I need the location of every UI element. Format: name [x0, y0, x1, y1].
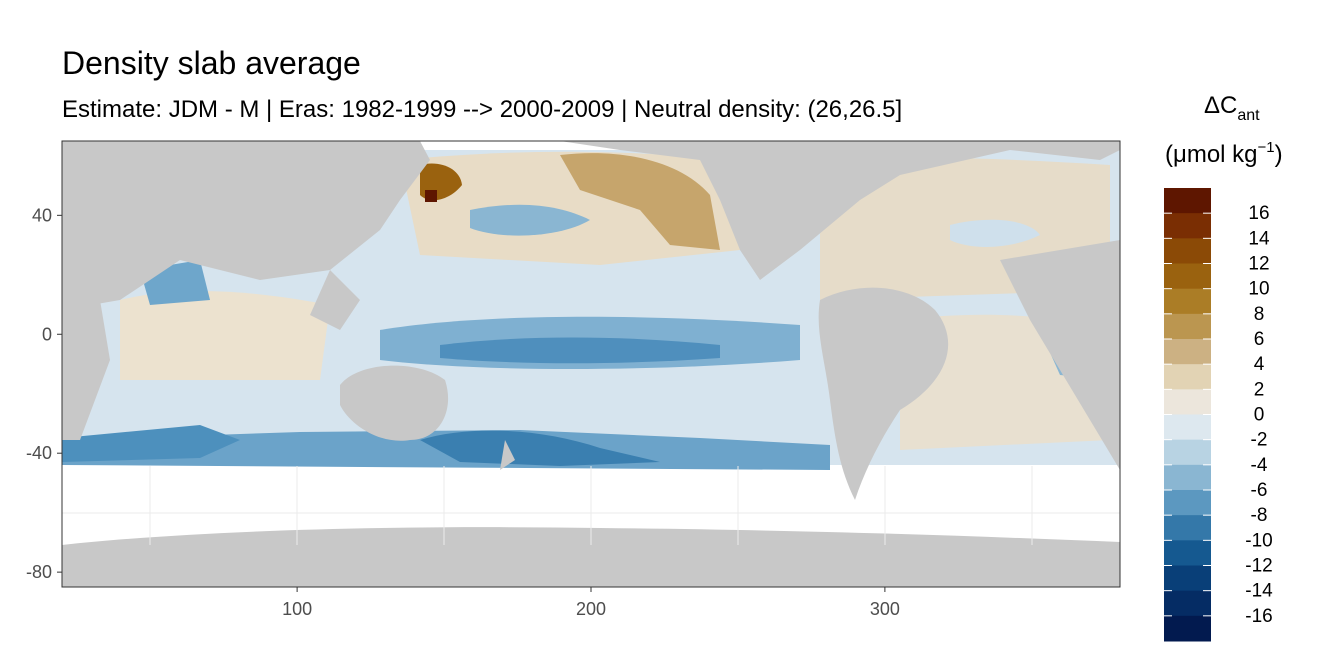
land-south-america [818, 287, 949, 500]
colorbar-swatch [1164, 313, 1211, 340]
southern-ocean-core [420, 430, 660, 466]
colorbar-swatch [1164, 389, 1211, 415]
colorbar-swatch [1164, 339, 1211, 365]
colorbar-swatch [1164, 213, 1211, 239]
colorbar-label: -14 [1245, 581, 1273, 602]
colorbar-swatch [1164, 288, 1211, 315]
land-southeast-asia [310, 270, 360, 330]
colorbar-label: -8 [1251, 505, 1268, 526]
colorbar-label: 6 [1254, 329, 1265, 350]
colorbar-label: 0 [1254, 405, 1265, 426]
land [62, 141, 1120, 587]
map-panel [61, 140, 1121, 588]
legend-unit-pre: (μmol kg [1165, 141, 1258, 168]
equatorial-pacific-core [440, 337, 720, 364]
colorbar-swatch [1164, 490, 1211, 516]
colorbar-label: -2 [1251, 430, 1268, 451]
colorbar-swatch [1164, 540, 1211, 566]
y-tick-label: -80 [26, 562, 52, 582]
colorbar-label: 16 [1248, 203, 1269, 224]
plot-title: Density slab average [62, 45, 361, 81]
colorbar-swatch [1164, 464, 1211, 491]
colorbar-swatch [1164, 615, 1211, 642]
colorbar-legend: 16 14 12 10 8 6 4 2 0 -2 -4 -6 -8 -10 -12 -14 -16 ΔCant (μ… [1164, 92, 1283, 642]
colorbar-label: -12 [1245, 556, 1272, 577]
land-africa-west [1000, 240, 1120, 470]
colorbar-label: 2 [1254, 379, 1265, 400]
colorbar-label: 14 [1248, 228, 1270, 249]
x-tick-label: 300 [870, 599, 900, 619]
southern-indian-band [62, 425, 240, 462]
colorbar-label: 8 [1254, 304, 1265, 325]
kuroshio-max [425, 190, 437, 202]
colorbar-label: -6 [1251, 480, 1268, 501]
y-tick-label: 40 [32, 205, 52, 225]
land-australia [340, 365, 449, 441]
colorbar-swatch [1164, 565, 1211, 592]
colorbar-label: 10 [1248, 279, 1269, 300]
colorbar-label: -16 [1245, 606, 1272, 627]
y-tick-label: -40 [26, 443, 52, 463]
colorbar-swatch [1164, 439, 1211, 466]
land-north-america [560, 141, 1120, 280]
x-tick-label: 100 [282, 599, 312, 619]
colorbar-swatch [1164, 364, 1211, 390]
land-eurasia [62, 141, 430, 310]
legend-title-sub: ant [1237, 107, 1260, 124]
colorbar-swatch [1164, 263, 1211, 290]
colorbar-swatch [1164, 188, 1211, 214]
land-antarctica [62, 527, 1120, 587]
y-tick-label: 0 [42, 324, 52, 344]
legend-title-line2: (μmol kg−1) [1165, 139, 1283, 168]
gridlines [62, 466, 1120, 545]
land-africa-east [62, 300, 110, 440]
colorbar-label: 12 [1248, 254, 1269, 275]
colorbar-swatch [1164, 414, 1211, 441]
colorbar-label: 4 [1254, 354, 1265, 375]
north-atlantic-blue [950, 219, 1040, 247]
colorbar-label: -10 [1245, 530, 1272, 551]
x-tick-label: 200 [576, 599, 606, 619]
legend-unit-sup: −1 [1258, 139, 1275, 156]
colorbar-swatch [1164, 238, 1211, 264]
colorbar-swatch [1164, 590, 1211, 617]
legend-unit-post: ) [1275, 141, 1283, 168]
land-new-zealand [500, 440, 515, 470]
colorbar-label: -4 [1251, 455, 1268, 476]
subpolar-pacific-blue [470, 204, 590, 236]
legend-title-line1: ΔCant [1204, 92, 1260, 124]
colorbar-swatch [1164, 515, 1211, 541]
legend-title-main: ΔC [1204, 92, 1237, 119]
indian-ocean [120, 290, 330, 380]
plot-subtitle: Estimate: JDM - M | Eras: 1982-1999 --> … [62, 96, 902, 123]
gulf-of-alaska [560, 153, 720, 250]
